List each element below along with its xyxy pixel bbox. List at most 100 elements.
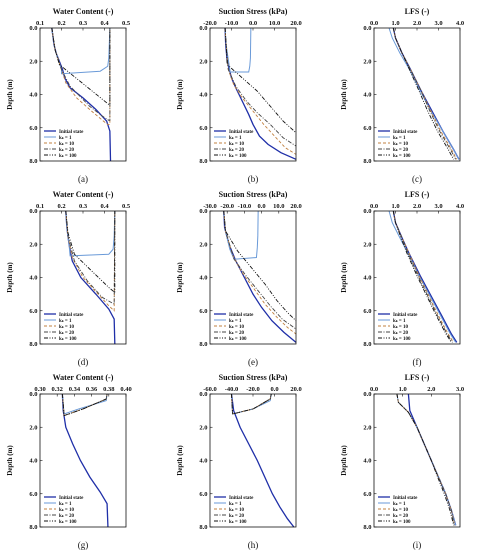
legend-entry: kₛ = 1 xyxy=(393,502,406,507)
y-tick-label: 4.0 xyxy=(199,458,207,465)
x-tick-label: 2.0 xyxy=(413,20,421,27)
x-tick-label: 0.0 xyxy=(258,203,266,210)
legend-entry: kₛ = 10 xyxy=(229,325,244,330)
panel-d: Water Content (-) Depth (m) (d) 0.1 0.2 0.3 0.… xyxy=(6,190,131,367)
y-tick-label: 2.0 xyxy=(29,424,37,431)
x-tick-label: 0.30 xyxy=(34,386,45,393)
y-tick-label: 6.0 xyxy=(29,125,37,132)
y-tick-label: 4.0 xyxy=(363,275,371,282)
panel-title: LFS (-) xyxy=(405,190,430,199)
x-tick-label: 2.0 xyxy=(413,203,421,210)
panel-title: Suction Stress (kPa) xyxy=(219,373,288,382)
legend-entry: Initial state xyxy=(59,130,84,135)
series-line-4 xyxy=(51,27,111,105)
series-line-4 xyxy=(223,210,297,322)
plot-frame xyxy=(39,393,127,528)
y-tick-label: 2.0 xyxy=(363,241,371,248)
x-tick-label: 1.0 xyxy=(391,203,399,210)
y-tick-label: 6.0 xyxy=(199,125,207,132)
panel-title: Water Content (-) xyxy=(53,190,114,199)
legend-entry: kₛ = 100 xyxy=(229,154,247,159)
legend-entry: kₛ = 100 xyxy=(229,337,247,342)
x-tick-label: 0.4 xyxy=(100,203,109,210)
series-line-2 xyxy=(65,210,116,312)
panel-f: LFS (-) Depth (m) (f) 0.0 1.0 2.0 3.0 4.0 0.0 2.0… xyxy=(340,190,464,367)
y-tick-label: 8.0 xyxy=(29,158,37,165)
y-tick-label: 6.0 xyxy=(199,491,207,498)
series-line-3 xyxy=(396,393,455,526)
x-tick-label: 0.3 xyxy=(79,203,88,210)
x-tick-label: 20.0 xyxy=(290,203,301,210)
x-tick-label: 10.0 xyxy=(273,203,284,210)
series-line-3 xyxy=(231,393,272,415)
legend-entry: Initial state xyxy=(59,496,84,501)
x-tick-label: 0.0 xyxy=(370,386,378,393)
x-tick-label: 3.0 xyxy=(434,20,442,27)
y-tick-label: 0.0 xyxy=(29,25,37,32)
y-axis-label: Depth (m) xyxy=(6,445,14,476)
series-line-1 xyxy=(51,27,111,75)
legend-entry: Initial state xyxy=(229,130,254,135)
series-line-3 xyxy=(51,27,111,121)
legend-entry: kₛ = 1 xyxy=(229,136,242,141)
legend-entry: Initial state xyxy=(229,313,254,318)
y-tick-label: 2.0 xyxy=(363,424,371,431)
y-tick-label: 0.0 xyxy=(199,208,207,215)
y-tick-label: 2.0 xyxy=(363,58,371,65)
legend-entry: kₛ = 10 xyxy=(59,142,74,147)
plot-frame xyxy=(373,210,461,345)
series-line-2 xyxy=(396,393,456,526)
legend-entry: Initial state xyxy=(393,496,418,501)
x-tick-label: -30.0 xyxy=(203,203,217,210)
y-axis-label: Depth (m) xyxy=(176,79,184,110)
legend-entry: kₛ = 1 xyxy=(59,136,72,141)
x-tick-label: -20.0 xyxy=(203,20,217,27)
plot-frame xyxy=(39,210,127,345)
panel-caption: (f) xyxy=(413,357,422,367)
panel-caption: (d) xyxy=(78,357,89,367)
y-tick-label: 8.0 xyxy=(199,158,207,165)
panel-e: Suction Stress (kPa) Depth (m) (e) -30.0 -20… xyxy=(176,190,302,367)
legend-entry: kₛ = 1 xyxy=(229,319,242,324)
x-tick-label: 3.0 xyxy=(456,386,464,393)
series-line-3 xyxy=(392,210,453,343)
x-tick-label: 0.5 xyxy=(122,203,131,210)
legend-entry: kₛ = 20 xyxy=(229,514,244,519)
x-tick-label: 0.0 xyxy=(270,386,278,393)
panel-i: LFS (-) Depth (m) (i) 0.0 1.0 2.0 3.0 0.0 2.0 4.0… xyxy=(340,373,464,550)
x-tick-label: 20.0 xyxy=(290,386,301,393)
plot-frame xyxy=(209,393,297,528)
y-axis-label: Depth (m) xyxy=(340,79,348,110)
series-line-2 xyxy=(392,27,458,160)
panel-caption: (a) xyxy=(78,174,88,184)
series-line-1 xyxy=(396,393,457,526)
y-tick-label: 0.0 xyxy=(29,208,37,215)
plot-frame xyxy=(209,27,297,162)
y-tick-label: 6.0 xyxy=(199,308,207,315)
legend-entry: kₛ = 20 xyxy=(229,331,244,336)
legend-entry: Initial state xyxy=(59,313,84,318)
y-tick-label: 2.0 xyxy=(29,241,37,248)
y-tick-label: 6.0 xyxy=(363,308,371,315)
legend-entry: kₛ = 10 xyxy=(59,325,74,330)
x-tick-label: 0.2 xyxy=(57,20,65,27)
panel-caption: (g) xyxy=(78,540,89,550)
x-tick-label: 4.0 xyxy=(456,203,464,210)
panel-title: Water Content (-) xyxy=(53,373,114,382)
y-tick-label: 4.0 xyxy=(199,275,207,282)
y-tick-label: 4.0 xyxy=(29,458,37,465)
y-tick-label: 0.0 xyxy=(363,208,371,215)
series-line-0 xyxy=(230,393,295,528)
series-line-2 xyxy=(231,393,272,415)
y-tick-label: 2.0 xyxy=(199,58,207,65)
x-tick-label: 3.0 xyxy=(434,203,442,210)
series-line-1 xyxy=(65,210,116,257)
x-tick-label: 0.1 xyxy=(36,203,44,210)
legend-entry: kₛ = 10 xyxy=(59,508,74,513)
x-tick-label: -20.0 xyxy=(220,203,234,210)
legend-entry: kₛ = 100 xyxy=(59,520,77,525)
series-line-1 xyxy=(61,393,108,415)
panel-c: LFS (-) Depth (m) (c) 0.0 1.0 2.0 3.0 4.0 0.0 2.0… xyxy=(340,7,464,184)
legend-entry: kₛ = 10 xyxy=(393,508,408,513)
y-tick-label: 8.0 xyxy=(363,524,371,531)
